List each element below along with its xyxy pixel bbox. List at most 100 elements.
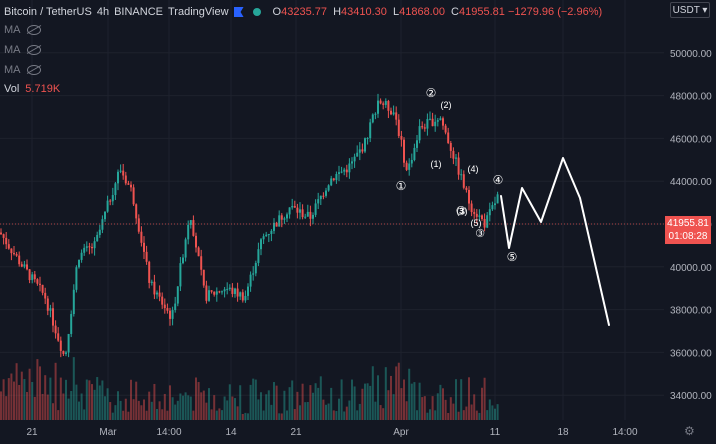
indicator-ma-2[interactable]: MA (4, 40, 602, 60)
volume-bar (18, 384, 21, 420)
candle-body (455, 157, 457, 159)
indicator-ma-3[interactable]: MA (4, 60, 602, 80)
volume-bar (127, 411, 130, 420)
volume-bar (148, 391, 151, 420)
candle-body (93, 241, 96, 249)
volume-bar (397, 362, 400, 420)
eye-hidden-icon[interactable] (26, 25, 41, 35)
candle-body (309, 211, 312, 219)
candle-body (72, 289, 75, 315)
volume-bar (0, 391, 2, 420)
exchange-label: BINANCE (114, 6, 163, 18)
volume-bar (304, 402, 307, 420)
candle-body (468, 189, 470, 204)
candle-body (70, 314, 73, 334)
candle-body (122, 170, 125, 176)
volume-bar (182, 395, 184, 420)
candle-body (176, 286, 179, 304)
volume-bar (158, 401, 161, 420)
volume-bar (345, 406, 348, 420)
flag-icon[interactable] (233, 7, 244, 17)
time-tick-label: 21 (290, 427, 302, 438)
volume-bar (249, 384, 252, 420)
candle-body (312, 214, 314, 219)
candle-body (18, 255, 21, 265)
candle-body (241, 292, 244, 301)
volume-bar (124, 398, 127, 420)
candle-body (262, 236, 265, 240)
volume-bar (189, 396, 192, 420)
volume-bar (447, 412, 450, 420)
candle-body (119, 170, 122, 172)
symbol-title[interactable]: Bitcoin / TetherUS (4, 6, 92, 18)
eye-hidden-icon[interactable] (26, 45, 41, 55)
currency-button[interactable]: USDT ▾ (670, 2, 710, 18)
volume-bar (132, 399, 135, 420)
volume-bar (395, 366, 398, 420)
candle-body (111, 195, 114, 202)
candle-body (421, 126, 424, 128)
wave-label-minor: (2) (441, 100, 452, 110)
volume-bar (361, 388, 364, 420)
candle-body (156, 292, 158, 295)
candle-body (319, 195, 322, 200)
volume-bar (299, 405, 301, 420)
volume-bar (106, 388, 109, 420)
candle-body (494, 203, 496, 206)
volume-bar (111, 412, 114, 420)
volume-legend[interactable]: Vol 5.719K (4, 83, 61, 95)
volume-bar (343, 411, 346, 420)
volume-bar (28, 368, 31, 420)
volume-bar (213, 395, 216, 420)
indicator-ma-1[interactable]: MA (4, 20, 602, 40)
candle-body (158, 292, 161, 297)
volume-bar (377, 375, 379, 420)
volume-bar (322, 399, 325, 420)
volume-bar (418, 382, 421, 420)
eye-hidden-icon[interactable] (26, 65, 41, 75)
candle-body (418, 126, 421, 141)
gear-icon[interactable]: ⚙ (684, 424, 695, 438)
candle-body (426, 119, 429, 129)
volume-bar (439, 384, 442, 420)
candle-body (46, 298, 49, 311)
volume-bar (390, 375, 392, 420)
volume-bar (72, 357, 75, 420)
candle-body (215, 291, 218, 295)
wave-label-minor: (3) (457, 206, 468, 216)
candle-body (52, 308, 54, 326)
candle-body (488, 209, 491, 216)
volume-bar (267, 390, 270, 420)
candle-body (205, 285, 208, 301)
time-tick-label: Apr (393, 427, 409, 438)
candle-body (327, 185, 330, 191)
candle-body (371, 114, 374, 123)
candle-body (5, 237, 8, 245)
candle-body (416, 140, 418, 148)
volume-bar (241, 413, 244, 420)
volume-bar (23, 379, 26, 420)
current-price-tag: 41955.81 01:08:28 (665, 216, 711, 244)
candle-body (208, 290, 210, 301)
candle-body (2, 234, 5, 238)
volume-bar (288, 387, 291, 420)
volume-bar (283, 390, 286, 420)
interval-label[interactable]: 4h (96, 6, 110, 18)
candle-body (429, 118, 431, 120)
volume-bar (119, 400, 122, 420)
volume-bar (309, 385, 312, 420)
volume-bar (426, 412, 429, 420)
volume-bar (93, 389, 96, 420)
volume-bar (59, 377, 62, 420)
volume-bar (70, 390, 73, 420)
chart-legend: Bitcoin / TetherUS 4h BINANCE TradingVie… (4, 4, 602, 98)
volume-bar (286, 410, 288, 420)
time-axis[interactable]: 21 Mar 14:00 14 21 Apr 11 18 14:00 (26, 427, 638, 438)
volume-bar (145, 410, 148, 420)
volume-bar (366, 383, 369, 420)
volume-bar (473, 394, 476, 420)
candle-body (153, 281, 156, 295)
volume-bar (200, 392, 203, 420)
